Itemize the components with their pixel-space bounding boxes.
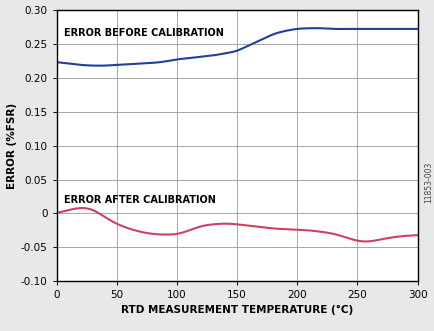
Text: 11853-003: 11853-003 bbox=[423, 161, 432, 203]
Text: ERROR AFTER CALIBRATION: ERROR AFTER CALIBRATION bbox=[64, 195, 215, 205]
Y-axis label: ERROR (%FSR): ERROR (%FSR) bbox=[7, 103, 16, 189]
Text: ERROR BEFORE CALIBRATION: ERROR BEFORE CALIBRATION bbox=[64, 28, 223, 38]
X-axis label: RTD MEASUREMENT TEMPERATURE (°C): RTD MEASUREMENT TEMPERATURE (°C) bbox=[121, 305, 352, 315]
